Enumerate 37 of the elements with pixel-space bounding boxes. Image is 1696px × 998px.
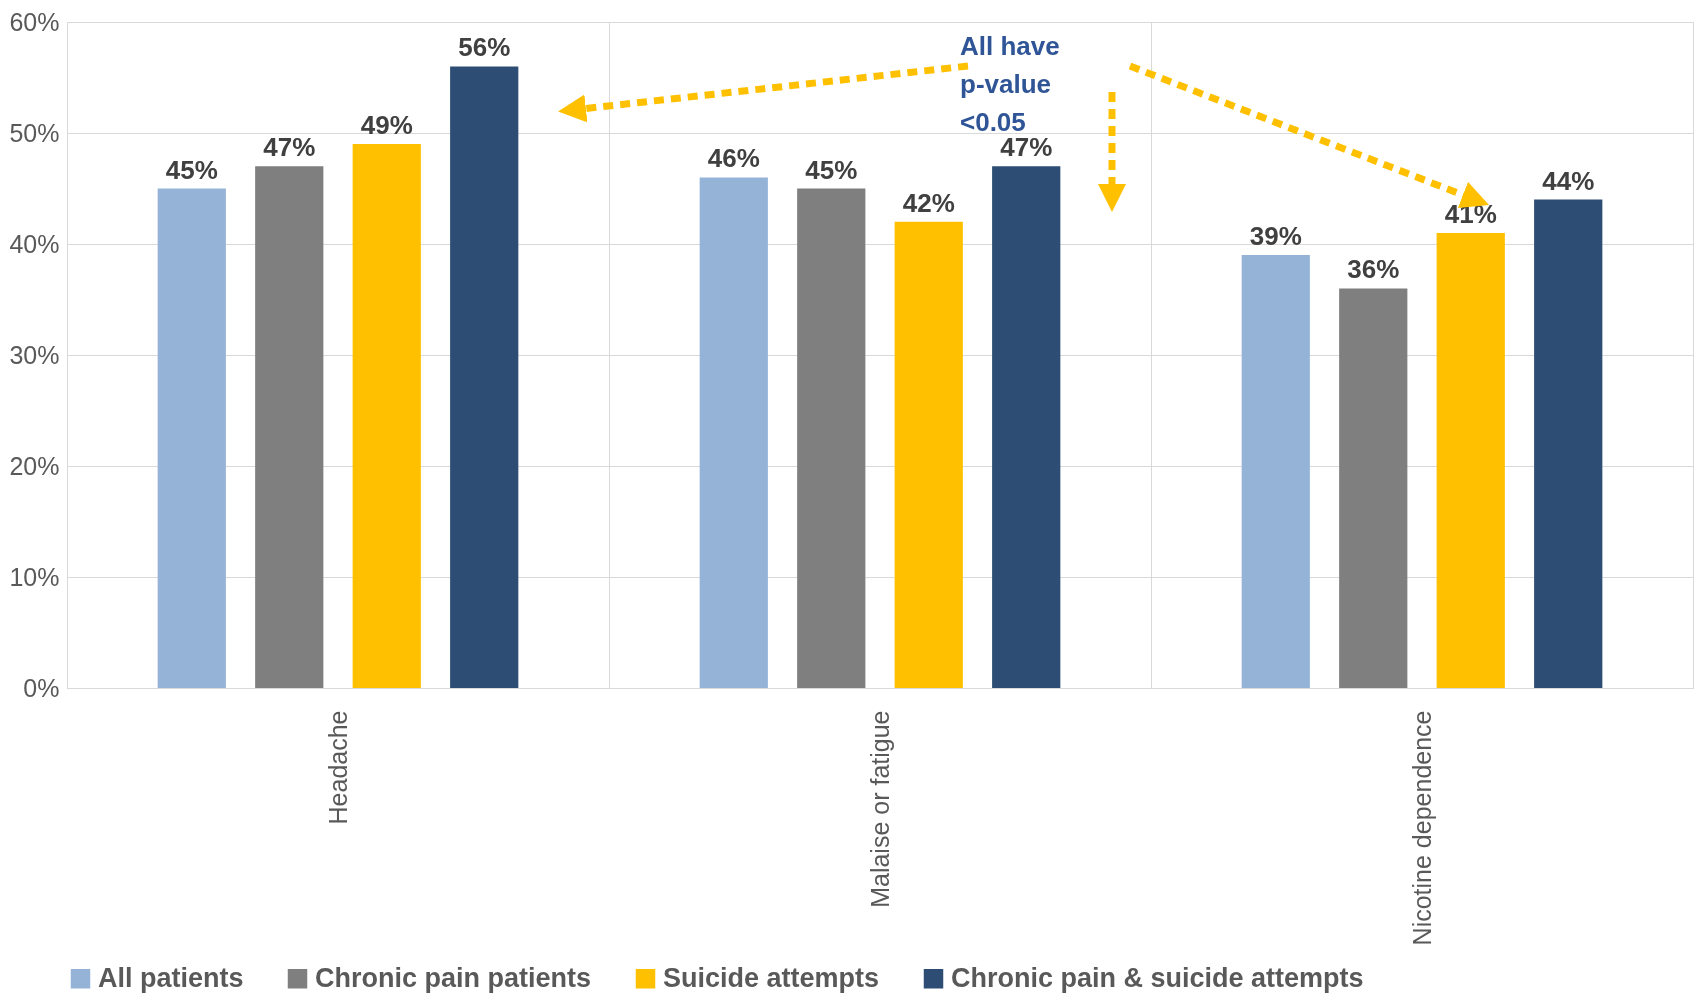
bar [352,144,421,688]
y-tick-label: 10% [9,562,60,591]
data-label: 41% [1444,198,1497,229]
data-label: 44% [1542,165,1595,196]
data-label: 36% [1347,254,1400,285]
y-tick-label: 30% [9,340,60,369]
bar [1436,232,1505,688]
bar [255,166,324,688]
data-label: 47% [263,132,316,163]
y-tick-label: 0% [23,673,60,702]
bar [450,66,519,688]
bar [1241,255,1310,688]
y-tick-label: 40% [9,229,60,258]
bar [894,221,963,688]
data-label: 45% [165,154,218,185]
x-tick-label: Headache [323,710,352,825]
legend-label: Chronic pain patients [315,962,592,993]
data-label: 42% [902,187,955,218]
bar [797,188,866,688]
bar [157,188,226,688]
x-tick-label: Malaise or fatigue [865,710,894,908]
legend-label: Suicide attempts [663,962,880,993]
legend-label: Chronic pain & suicide attempts [951,962,1364,993]
x-tick-label: Nicotine dependence [1407,710,1436,946]
bar [992,166,1061,688]
data-label: 46% [707,143,760,174]
bar [1339,288,1408,688]
y-tick-label: 50% [9,118,60,147]
data-label: 56% [458,32,511,63]
data-label: 45% [805,154,858,185]
legend-label: All patients [98,962,244,993]
data-label: 39% [1249,221,1302,252]
y-tick-label: 60% [9,7,60,36]
bar [1534,199,1603,688]
y-tick-label: 20% [9,451,60,480]
bar [699,177,768,688]
data-label: 49% [360,110,413,141]
